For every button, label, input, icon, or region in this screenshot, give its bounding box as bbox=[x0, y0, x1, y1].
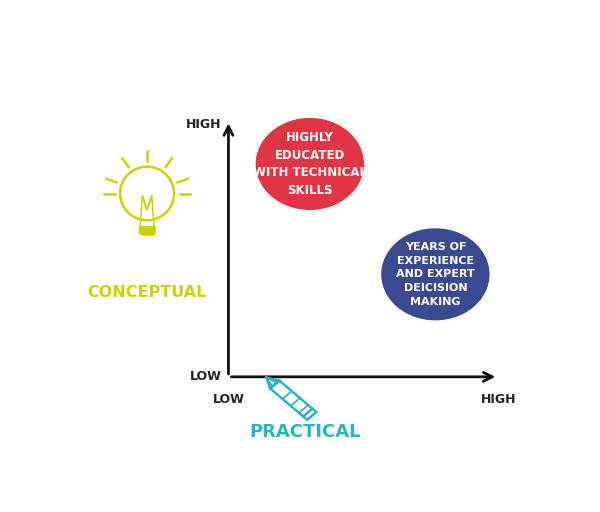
Text: YEARS OF
EXPERIENCE
AND EXPERT
DEICISION
MAKING: YEARS OF EXPERIENCE AND EXPERT DEICISION… bbox=[396, 242, 475, 307]
Text: HIGHLY
EDUCATED
WITH TECHNICAL
SKILLS: HIGHLY EDUCATED WITH TECHNICAL SKILLS bbox=[253, 131, 367, 197]
Text: CONCEPTUAL: CONCEPTUAL bbox=[88, 285, 207, 300]
Circle shape bbox=[382, 229, 489, 319]
Circle shape bbox=[256, 119, 364, 209]
Text: LOW: LOW bbox=[212, 393, 244, 406]
Text: PRACTICAL: PRACTICAL bbox=[250, 423, 361, 441]
Text: HIGH: HIGH bbox=[186, 118, 221, 131]
Text: LOW: LOW bbox=[190, 370, 221, 383]
Text: HIGH: HIGH bbox=[481, 393, 516, 406]
